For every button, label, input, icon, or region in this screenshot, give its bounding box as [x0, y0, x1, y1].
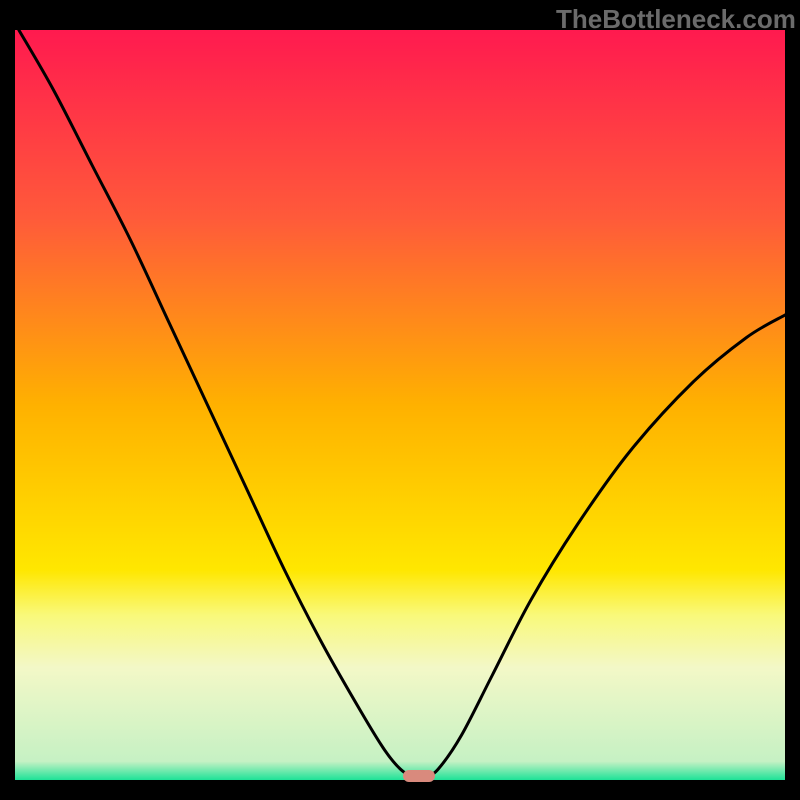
- bottleneck-curve: [15, 30, 785, 780]
- watermark-text: TheBottleneck.com: [556, 4, 796, 35]
- optimal-marker: [403, 770, 435, 782]
- plot-area: [15, 30, 785, 780]
- chart-frame: TheBottleneck.com: [0, 0, 800, 800]
